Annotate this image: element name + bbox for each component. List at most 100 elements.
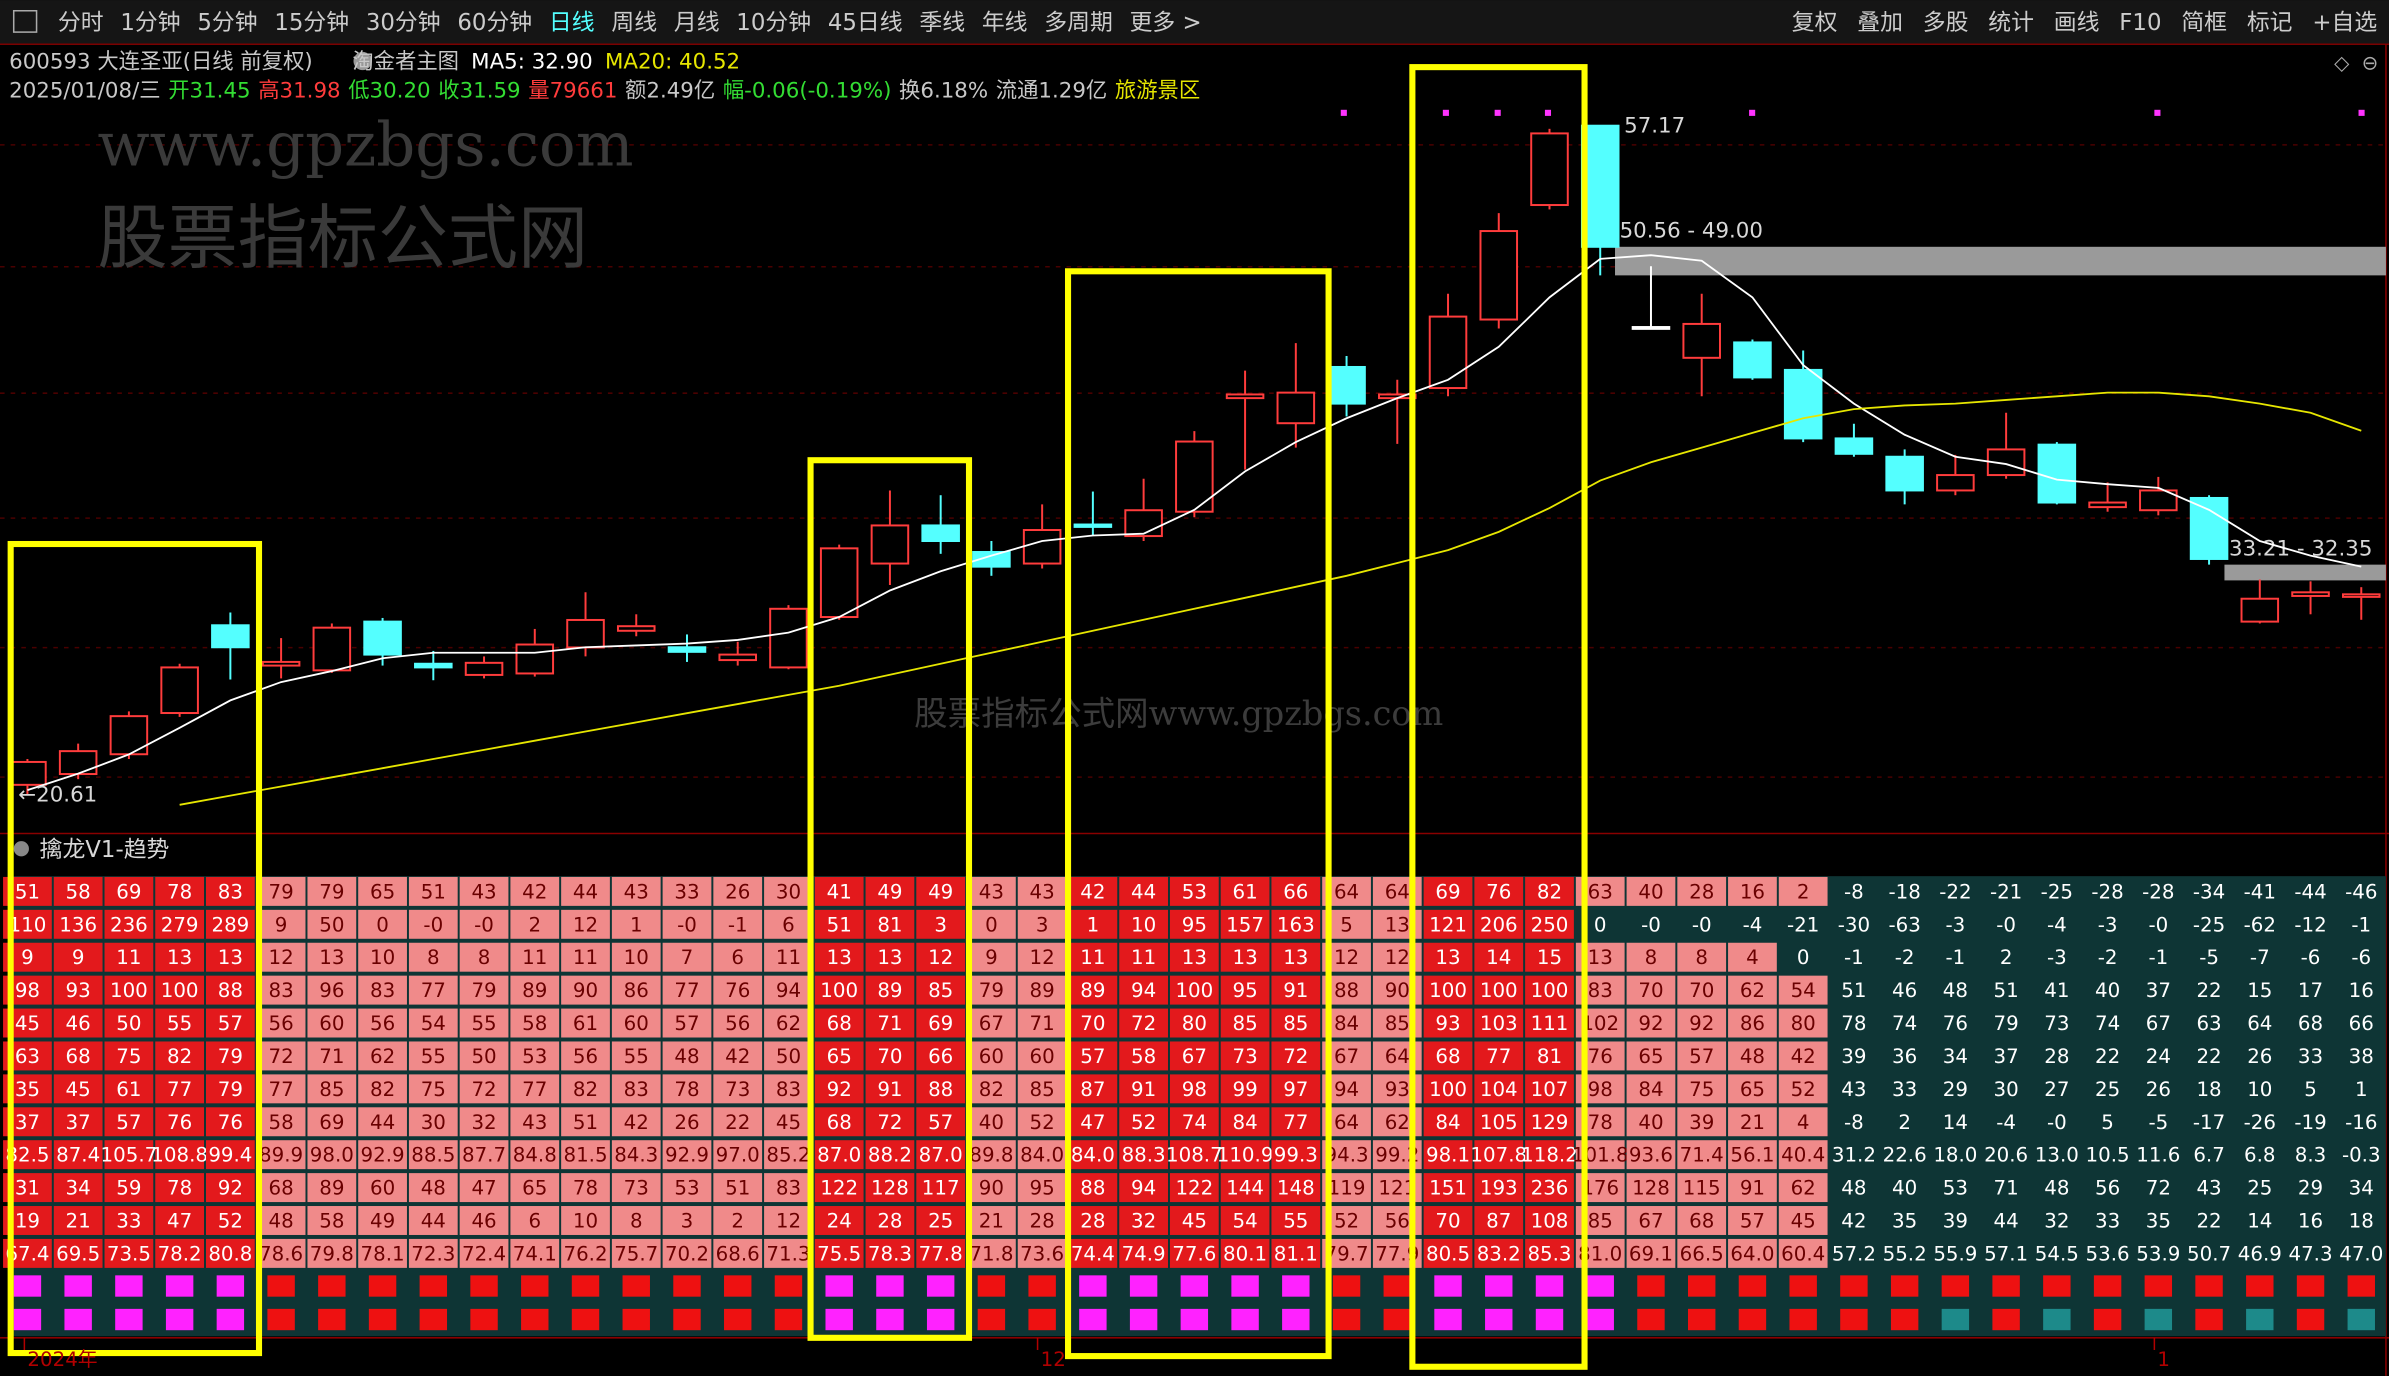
cell-bg <box>814 876 864 906</box>
period-tab[interactable]: 10分钟 <box>736 9 811 35</box>
cell-value: -6 <box>2301 946 2321 969</box>
period-tab[interactable]: 年线 <box>982 9 1028 35</box>
cell-value: 64 <box>1334 880 1359 903</box>
cell-value: 79 <box>979 979 1004 1002</box>
cell-bg <box>662 1140 712 1170</box>
cell-value: -25 <box>2193 913 2225 936</box>
signal-square <box>1738 1308 1767 1331</box>
cell-value: 33 <box>674 880 699 903</box>
signal-square <box>1890 1308 1919 1331</box>
cell-value: 43 <box>1841 1078 1866 1101</box>
tool-button[interactable]: 多股 <box>1923 9 1969 35</box>
quote-item: 2025/01/08/三 <box>9 79 160 104</box>
cell-value: 47.3 <box>2288 1242 2332 1265</box>
ma-value: MA20: 40.52 <box>605 50 740 75</box>
candle-body <box>414 662 453 669</box>
signal-square <box>470 1275 498 1297</box>
cell-value: 31.2 <box>1832 1144 1876 1167</box>
candle-body <box>972 551 1011 568</box>
period-tab[interactable]: 多周期 <box>1044 9 1113 35</box>
cell-bg <box>1626 1238 1676 1268</box>
cell-value: 41 <box>827 880 852 903</box>
cell-value: 21 <box>66 1210 91 1233</box>
cell-bg <box>916 975 966 1005</box>
tool-button[interactable]: 复权 <box>1792 9 1838 35</box>
tool-button[interactable]: 叠加 <box>1857 9 1903 35</box>
period-tab[interactable]: 季线 <box>919 9 965 35</box>
cell-bg <box>764 1074 813 1104</box>
icon[interactable]: ◇ <box>2334 52 2350 75</box>
period-tab[interactable]: 日线 <box>549 9 595 35</box>
cell-bg <box>256 1041 306 1071</box>
cell-value: 55 <box>421 1045 446 1068</box>
cell-value: 50 <box>319 913 344 936</box>
cell-bg <box>1525 1140 1574 1170</box>
period-tab[interactable]: 30分钟 <box>366 9 441 35</box>
candle-body <box>2291 591 2330 597</box>
cell-value: 15 <box>2247 979 2272 1002</box>
main-chart-icon[interactable] <box>353 51 372 71</box>
period-tab[interactable]: 1分钟 <box>120 9 180 35</box>
signal-square <box>1485 1275 1513 1297</box>
tool-button[interactable]: F10 <box>2119 9 2161 35</box>
cell-value: 93 <box>1385 1078 1410 1101</box>
cell-value: 7 <box>681 946 694 969</box>
signal-dot <box>1494 109 1501 116</box>
cell-value: 98 <box>1182 1078 1207 1101</box>
period-tab[interactable]: 周线 <box>611 9 657 35</box>
period-tab[interactable]: 5分钟 <box>197 9 257 35</box>
tool-button[interactable]: 标记 <box>2247 9 2293 35</box>
cell-bg <box>967 1206 1016 1235</box>
cell-value: 12 <box>1030 946 1055 969</box>
cell-value: 94 <box>1131 979 1156 1002</box>
cell-bg <box>611 1041 661 1071</box>
cell-bg <box>865 1107 915 1137</box>
period-tab[interactable]: 45日线 <box>828 9 903 35</box>
period-tab[interactable]: 分时 <box>58 9 104 35</box>
cell-value: 45 <box>1791 1210 1816 1233</box>
cell-bg <box>256 942 306 972</box>
cell-value: 61 <box>1232 880 1257 903</box>
indicator-icon[interactable] <box>13 841 29 857</box>
cell-bg <box>1017 1107 1067 1137</box>
cell-bg <box>104 1008 154 1038</box>
cell-value: 68 <box>827 1012 852 1035</box>
cell-bg <box>1017 1074 1067 1104</box>
icon[interactable]: ⊖ <box>2362 52 2379 75</box>
cell-bg <box>1474 942 1524 972</box>
period-tab[interactable]: 月线 <box>674 9 720 35</box>
cell-bg <box>865 975 915 1005</box>
cell-value: 50 <box>776 1045 801 1068</box>
cell-bg <box>358 1206 407 1235</box>
period-tab[interactable]: 更多 > <box>1130 9 1202 35</box>
cell-value: 86 <box>1740 1012 1765 1035</box>
signal-dot <box>1442 109 1449 116</box>
cell-value: -34 <box>2193 880 2225 903</box>
menu-icon[interactable] <box>12 9 38 33</box>
cell-bg <box>1525 1041 1574 1071</box>
cell-bg <box>814 1107 864 1137</box>
tool-button[interactable]: 简框 <box>2181 9 2227 35</box>
cell-bg <box>205 1008 255 1038</box>
cell-value: 68 <box>1689 1210 1714 1233</box>
cell-value: 33 <box>2298 1045 2323 1068</box>
tool-button[interactable]: 画线 <box>2054 9 2100 35</box>
signal-square <box>1282 1275 1310 1297</box>
candle-body <box>566 618 605 649</box>
cell-bg <box>764 909 813 939</box>
period-tab[interactable]: 15分钟 <box>274 9 349 35</box>
cell-value: 94 <box>1334 1078 1359 1101</box>
tool-button[interactable]: 统计 <box>1988 9 2034 35</box>
cell-value: 77 <box>522 1078 547 1101</box>
cell-bg <box>967 942 1016 972</box>
cell-value: -26 <box>2244 1111 2276 1134</box>
tool-button[interactable]: +自选 <box>2312 9 2377 35</box>
period-tab[interactable]: 60分钟 <box>457 9 532 35</box>
cell-value: 79.8 <box>310 1242 354 1265</box>
cell-value: 59 <box>116 1177 141 1200</box>
cell-value: 144 <box>1226 1177 1264 1200</box>
cell-value: 119 <box>1328 1177 1366 1200</box>
cell-bg <box>1119 1041 1168 1071</box>
cell-value: 13 <box>319 946 344 969</box>
cell-bg <box>561 1238 610 1268</box>
